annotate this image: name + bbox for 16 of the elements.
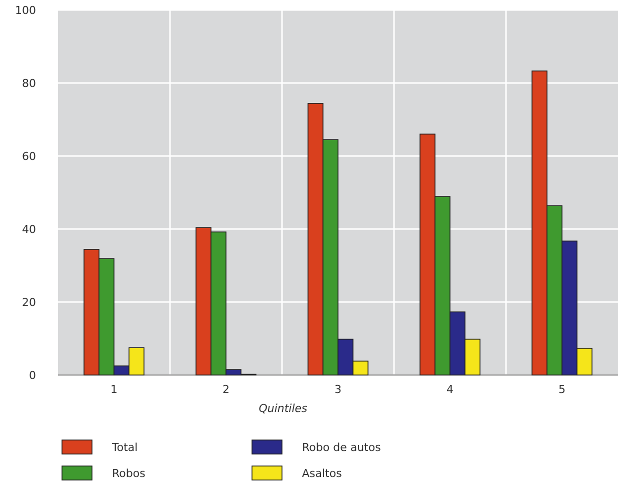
x-tick-label: 5 bbox=[558, 383, 566, 396]
y-tick-label: 80 bbox=[22, 76, 36, 90]
x-tick-label: 1 bbox=[110, 383, 118, 396]
y-tick-label: 0 bbox=[29, 368, 36, 382]
y-tick-label: 40 bbox=[22, 222, 36, 236]
legend-label: Asaltos bbox=[302, 466, 342, 480]
legend-label: Total bbox=[111, 440, 138, 454]
x-axis-title: Quintiles bbox=[258, 402, 308, 415]
legend-label: Robo de autos bbox=[302, 440, 382, 454]
y-tick-label: 20 bbox=[22, 296, 36, 309]
legend-label: Robos bbox=[112, 466, 146, 480]
y-tick-label: 60 bbox=[22, 150, 36, 163]
x-tick-label: 4 bbox=[446, 383, 454, 396]
x-tick-label: 3 bbox=[334, 383, 342, 396]
x-tick-label: 2 bbox=[222, 383, 230, 396]
y-tick-label: 100 bbox=[15, 4, 36, 17]
